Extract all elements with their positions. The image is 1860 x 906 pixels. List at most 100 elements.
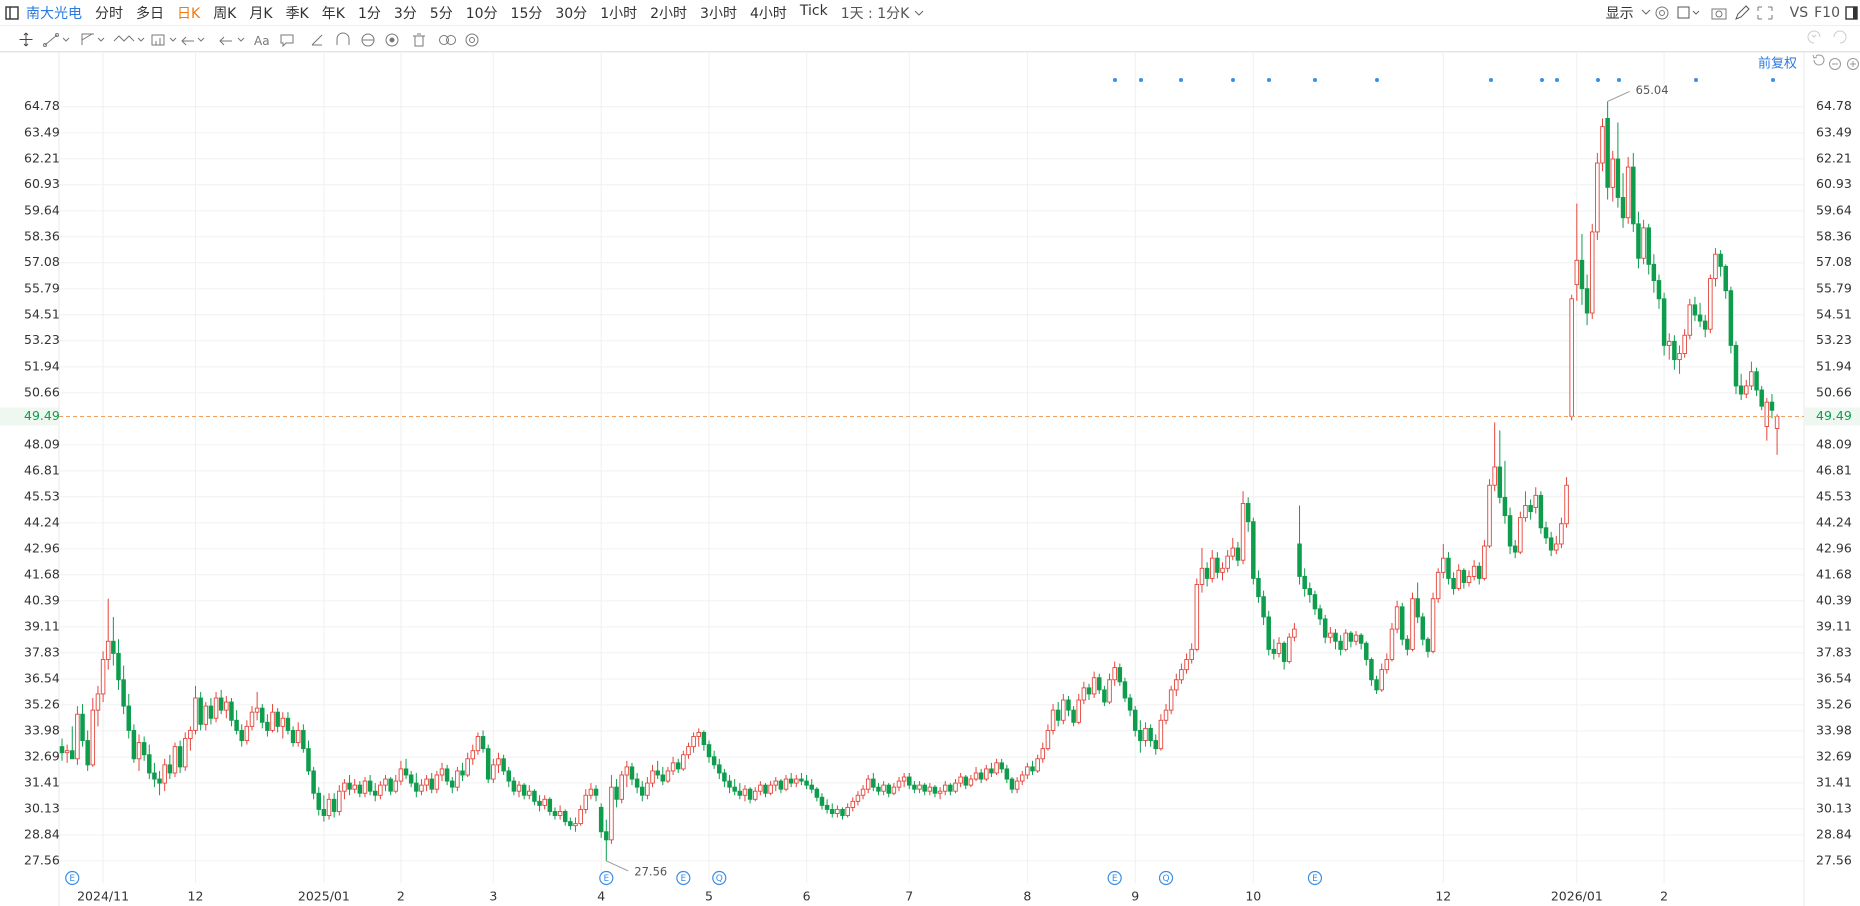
candle-body <box>1081 687 1087 701</box>
candle-body <box>162 764 167 784</box>
candle-body <box>1209 557 1215 579</box>
undo-redo[interactable] <box>1800 27 1860 52</box>
y-tick-label-right: 28.84 <box>1816 826 1852 841</box>
period-tab[interactable]: 日K <box>177 5 201 22</box>
x-tick-label: 4 <box>597 889 605 904</box>
y-tick-label-left: 53.23 <box>24 332 60 347</box>
period-tab[interactable]: 5分 <box>429 5 453 22</box>
candle-body <box>1492 466 1497 486</box>
adjust-label[interactable]: 前复权 <box>1758 56 1797 72</box>
candle-body <box>1610 158 1616 188</box>
candle-body <box>804 780 809 786</box>
candle-body <box>485 748 491 780</box>
candle-body <box>958 776 963 784</box>
period-tab[interactable]: 分时 <box>95 5 123 22</box>
x-tick-label: 3 <box>489 889 497 904</box>
period-tab[interactable]: 年K <box>321 5 345 22</box>
period-tab[interactable]: 周K <box>213 5 237 22</box>
candle-body <box>1430 598 1436 652</box>
candle-body <box>1199 567 1205 585</box>
candle-body <box>1564 484 1569 525</box>
candle-body <box>634 778 640 788</box>
candle-body <box>1261 596 1266 618</box>
candle-body <box>1189 648 1194 660</box>
candle-body <box>758 784 763 792</box>
event-label: Q <box>716 874 723 884</box>
period-tab[interactable]: 季K <box>285 5 309 22</box>
panel-toggle[interactable] <box>1844 3 1860 23</box>
candle-body <box>229 701 234 721</box>
period-tab[interactable]: 3分 <box>393 5 417 22</box>
candle-body <box>527 790 532 796</box>
candle-body <box>881 784 886 792</box>
candle-body <box>326 798 332 816</box>
candle-body <box>270 711 275 731</box>
candle-body <box>670 762 676 772</box>
period-tab[interactable]: 2小时 <box>650 5 688 22</box>
candle-body <box>188 729 193 739</box>
period-tab[interactable]: 1小时 <box>600 5 638 22</box>
low-label: 27.56 <box>634 864 667 878</box>
candle-body <box>1682 334 1687 354</box>
candle-body <box>1507 515 1513 547</box>
stock-name[interactable]: 南大光电 <box>26 5 82 22</box>
candle-body <box>1215 557 1220 573</box>
zoom-icons[interactable] <box>1812 54 1859 70</box>
candle-body <box>691 736 696 748</box>
candle-body <box>1405 638 1410 650</box>
sidebar-toggle[interactable] <box>0 3 26 23</box>
vs-button[interactable]: VS <box>1789 4 1809 21</box>
candle-body <box>737 790 743 796</box>
y-tick-label-right: 30.13 <box>1816 800 1852 815</box>
event-label: E <box>680 874 686 884</box>
y-tick-label-right: 58.36 <box>1816 228 1852 243</box>
candle-body <box>942 784 948 792</box>
candle-body <box>557 811 563 816</box>
y-tick-label-left: 42.96 <box>24 540 60 555</box>
period-tab[interactable]: 30分 <box>555 5 588 22</box>
display-menu[interactable]: 显示 <box>1605 5 1634 22</box>
candle-body <box>1502 496 1508 517</box>
y-tick-label-right: 42.96 <box>1816 540 1852 555</box>
candle-body <box>1353 634 1359 642</box>
candle-body <box>624 766 630 776</box>
right-tools[interactable] <box>1640 3 1790 23</box>
drawing-tools[interactable]: Aa <box>0 27 500 52</box>
range-select[interactable]: 1天 : 1分K <box>840 5 910 22</box>
candle-body <box>562 811 568 823</box>
candle-body <box>362 780 368 794</box>
period-tab[interactable]: 10分 <box>465 5 498 22</box>
candle-body <box>665 770 671 782</box>
candle-body <box>295 729 301 744</box>
candle-body <box>1435 571 1441 600</box>
period-tab[interactable]: Tick <box>799 2 828 19</box>
y-tick-label-left: 59.64 <box>24 202 60 217</box>
candle-body <box>932 786 938 794</box>
candle-body <box>1251 521 1256 579</box>
f10-button[interactable]: F10 <box>1814 4 1840 21</box>
period-tab[interactable]: 4小时 <box>749 5 787 22</box>
candle-body <box>1420 616 1426 640</box>
candle-body <box>1163 709 1169 721</box>
candle-body <box>280 717 286 727</box>
period-tab[interactable]: 多日 <box>136 5 164 22</box>
x-tick-label: 2 <box>397 889 405 904</box>
candle-body <box>814 788 820 798</box>
period-tab[interactable]: 3小时 <box>700 5 737 22</box>
period-tab[interactable]: 1分 <box>357 5 381 22</box>
candle-body <box>537 800 542 806</box>
candle-body <box>321 808 327 816</box>
candle-body <box>1266 616 1271 650</box>
candle-body <box>968 778 974 786</box>
candle-body <box>1122 681 1128 699</box>
candle-body <box>1548 537 1554 551</box>
candle-body <box>1656 280 1662 300</box>
period-tab[interactable]: 15分 <box>510 5 543 22</box>
candle-body <box>198 697 203 725</box>
y-tick-label-right: 36.54 <box>1816 670 1852 685</box>
candle-body <box>1066 699 1071 711</box>
candle-body <box>552 811 558 816</box>
candle-body <box>835 808 840 814</box>
period-tab[interactable]: 月K <box>249 5 273 22</box>
